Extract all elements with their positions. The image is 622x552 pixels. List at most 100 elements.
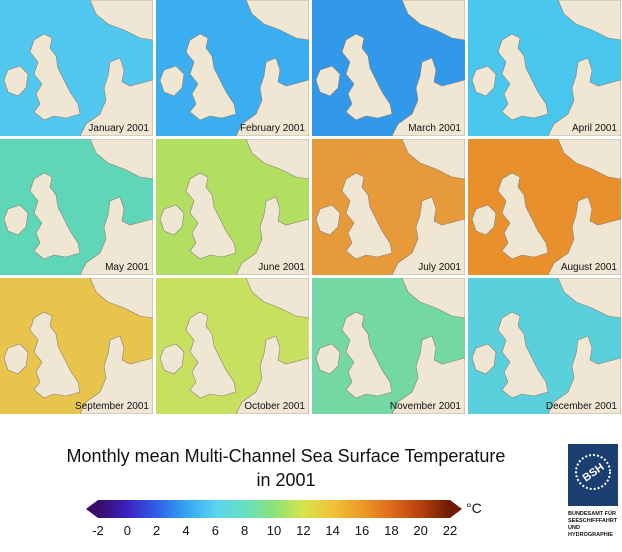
- sst-map: [312, 278, 465, 414]
- sst-map-panel: January 2001: [0, 0, 153, 136]
- land-mass: [79, 335, 153, 414]
- panel-month-label: November 2001: [389, 401, 461, 412]
- land-mass: [3, 204, 29, 236]
- land-mass: [89, 0, 153, 41]
- colorbar-tick-label: 18: [384, 523, 399, 538]
- land-mass: [471, 65, 497, 97]
- bsh-logo-line: UND: [568, 525, 580, 531]
- land-mass: [497, 172, 549, 260]
- sst-map-panel: December 2001: [468, 278, 621, 414]
- land-mass: [235, 57, 309, 136]
- sst-map: [0, 0, 153, 136]
- sst-map: [468, 278, 621, 414]
- colorbar-tick-label: 0: [123, 523, 131, 538]
- land-mass: [315, 204, 341, 236]
- land-mass: [89, 278, 153, 319]
- panel-month-label: July 2001: [418, 262, 461, 273]
- temperature-colorbar: [86, 500, 462, 518]
- colorbar-tick-label: 20: [413, 523, 428, 538]
- land-mass: [391, 335, 465, 414]
- sst-map: [156, 0, 309, 136]
- sst-map-panel: March 2001: [312, 0, 465, 136]
- panel-month-label: May 2001: [105, 262, 149, 273]
- sst-map-panel: October 2001: [156, 278, 309, 414]
- land-mass: [235, 196, 309, 275]
- land-mass: [79, 57, 153, 136]
- colorbar-tick-label: 6: [211, 523, 219, 538]
- sst-map-panel: June 2001: [156, 139, 309, 275]
- land-mass: [245, 139, 309, 180]
- panel-month-label: April 2001: [571, 123, 617, 134]
- panel-month-label: December 2001: [545, 401, 617, 412]
- sst-map-panel: November 2001: [312, 278, 465, 414]
- colorbar-tick-label: 22: [442, 523, 458, 538]
- sst-map: [468, 0, 621, 136]
- land-mass: [29, 311, 81, 399]
- land-mass: [235, 335, 309, 414]
- land-mass: [401, 0, 465, 41]
- bsh-logo-mark-text: BSH: [581, 461, 607, 484]
- land-mass: [471, 204, 497, 236]
- land-mass: [159, 204, 185, 236]
- sst-map: [468, 139, 621, 275]
- sst-map-panel: August 2001: [468, 139, 621, 275]
- land-mass: [185, 172, 237, 260]
- sst-map-panel: July 2001: [312, 139, 465, 275]
- bsh-logo: BSH: [568, 444, 618, 506]
- sst-map-panel: February 2001: [156, 0, 309, 136]
- land-mass: [341, 311, 393, 399]
- sst-map-panel: May 2001: [0, 139, 153, 275]
- land-mass: [29, 33, 81, 121]
- land-mass: [185, 311, 237, 399]
- land-mass: [79, 196, 153, 275]
- land-mass: [245, 278, 309, 319]
- land-mass: [401, 278, 465, 319]
- colorbar-tick-label: 4: [182, 523, 190, 538]
- land-mass: [159, 65, 185, 97]
- panel-month-label: March 2001: [408, 123, 461, 134]
- panel-month-label: October 2001: [244, 401, 305, 412]
- sst-map: [156, 139, 309, 275]
- land-mass: [497, 311, 549, 399]
- panel-month-label: August 2001: [560, 262, 617, 273]
- land-mass: [557, 139, 621, 180]
- bsh-logo-mark: BSH: [575, 454, 611, 490]
- sst-map-panel: September 2001: [0, 278, 153, 414]
- sst-map: [312, 0, 465, 136]
- sst-map: [0, 278, 153, 414]
- panel-month-label: September 2001: [75, 401, 149, 412]
- sst-map: [0, 139, 153, 275]
- land-mass: [401, 139, 465, 180]
- colorbar-min-arrow: [86, 500, 98, 518]
- land-mass: [315, 343, 341, 375]
- bsh-logo-text: BUNDESAMT FÜR SEESCHIFFFAHRT UND HYDROGR…: [568, 511, 622, 539]
- land-mass: [185, 33, 237, 121]
- land-mass: [3, 65, 29, 97]
- land-mass: [547, 57, 621, 136]
- land-mass: [29, 172, 81, 260]
- land-mass: [547, 335, 621, 414]
- colorbar-max-arrow: [450, 500, 462, 518]
- land-mass: [557, 0, 621, 41]
- colorbar-tick-label: -2: [92, 523, 104, 538]
- land-mass: [557, 278, 621, 319]
- land-mass: [3, 343, 29, 375]
- land-mass: [497, 33, 549, 121]
- bsh-logo-line: SEESCHIFFFAHRT: [568, 518, 618, 524]
- colorbar-gradient: [98, 500, 450, 518]
- land-mass: [391, 57, 465, 136]
- figure-title-line-1: Monthly mean Multi-Channel Sea Surface T…: [66, 446, 506, 466]
- colorbar-tick-label: 10: [266, 523, 282, 538]
- sst-map: [156, 278, 309, 414]
- colorbar-tick-label: 8: [241, 523, 249, 538]
- land-mass: [159, 343, 185, 375]
- land-mass: [471, 343, 497, 375]
- colorbar-tick-label: 16: [354, 523, 370, 538]
- land-mass: [315, 65, 341, 97]
- land-mass: [245, 0, 309, 41]
- land-mass: [391, 196, 465, 275]
- panel-month-label: June 2001: [258, 262, 305, 273]
- land-mass: [341, 33, 393, 121]
- land-mass: [89, 139, 153, 180]
- figure-title-line-2: in 2001: [256, 470, 316, 490]
